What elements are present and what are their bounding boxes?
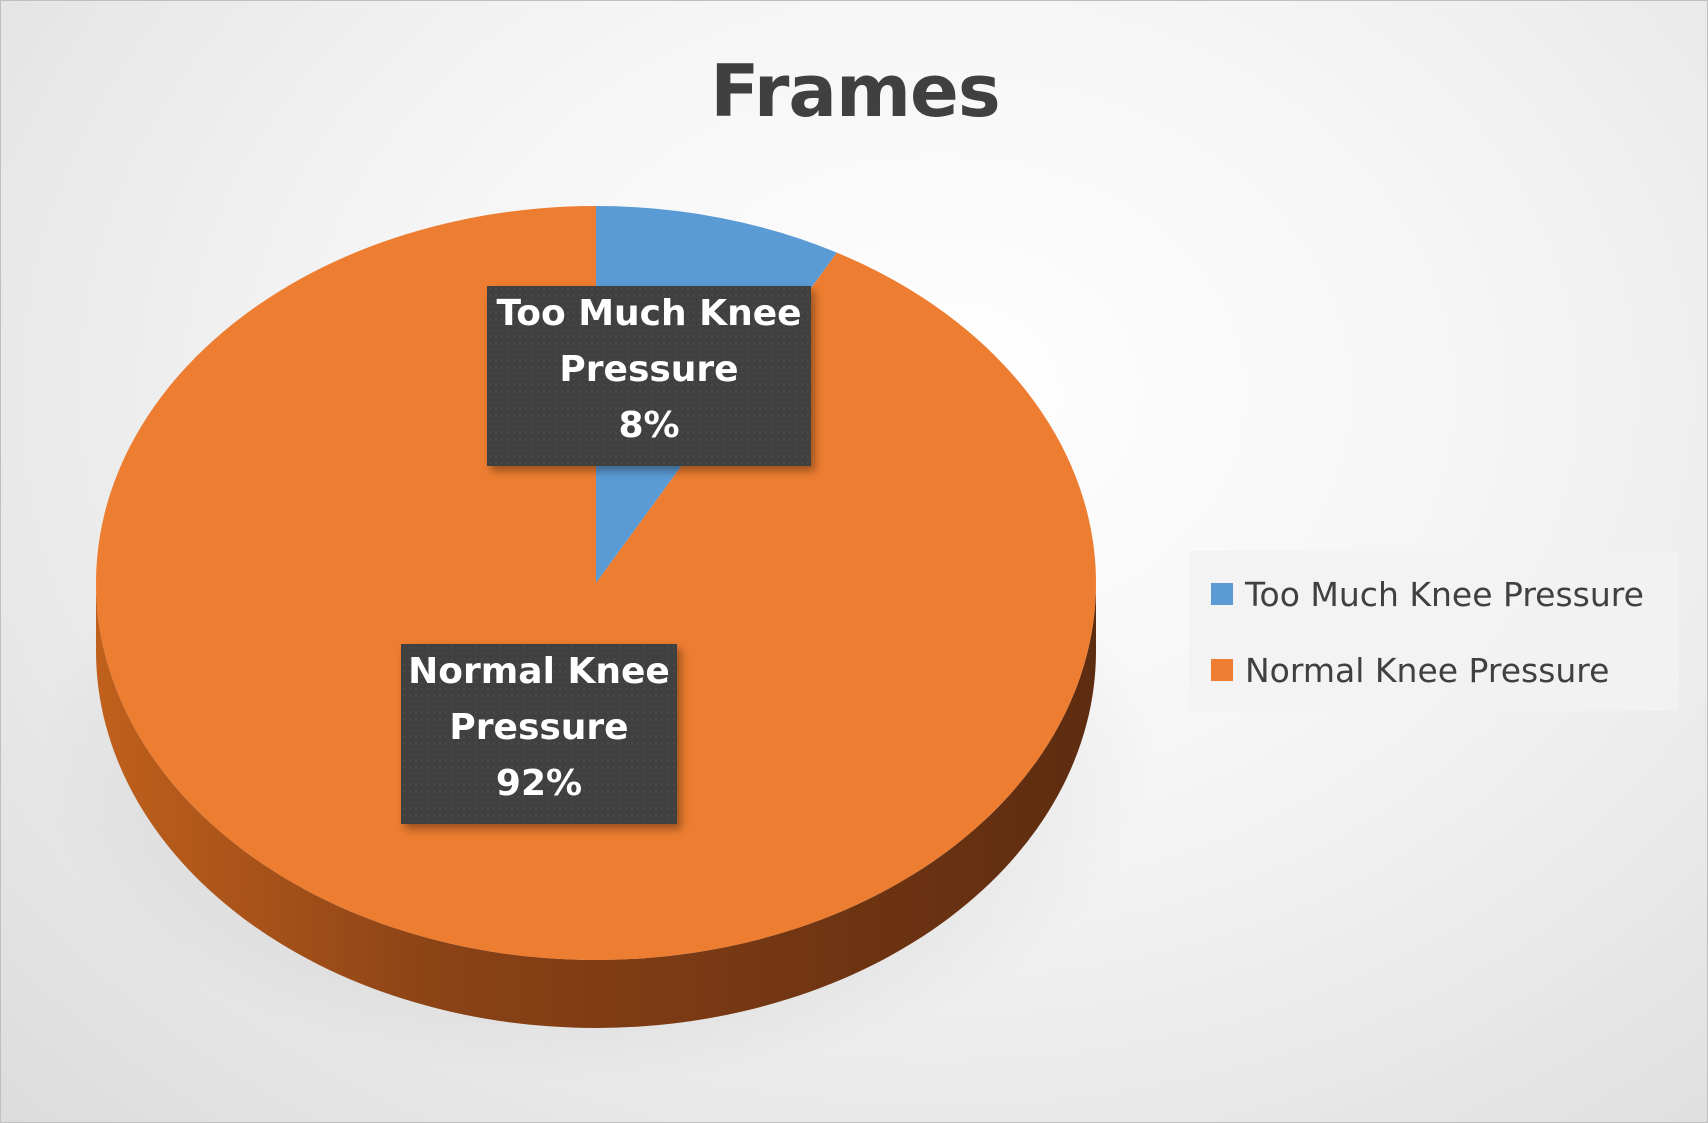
legend-item-normal[interactable]: Normal Knee Pressure <box>1211 650 1609 690</box>
legend-label-too-much: Too Much Knee Pressure <box>1245 574 1644 614</box>
data-label-too-much-line1: Too Much Knee <box>496 293 802 334</box>
data-label-normal-line2: Pressure <box>449 707 629 748</box>
legend: Too Much Knee Pressure Normal Knee Press… <box>1189 551 1679 711</box>
data-label-too-much: Too Much Knee Pressure 8% <box>487 286 811 466</box>
legend-swatch-too-much <box>1211 583 1233 605</box>
data-label-too-much-line2: Pressure <box>559 349 739 390</box>
data-label-normal: Normal Knee Pressure 92% <box>401 644 677 824</box>
data-label-too-much-value: 8% <box>618 405 680 446</box>
legend-label-normal: Normal Knee Pressure <box>1245 650 1610 690</box>
pie-side <box>96 583 1096 1028</box>
legend-swatch-normal <box>1211 659 1233 681</box>
pie-side-wall <box>96 583 1096 1028</box>
chart-title: Frames <box>710 49 1000 133</box>
data-label-normal-value: 92% <box>495 763 583 804</box>
data-label-normal-line1: Normal Knee <box>408 651 670 692</box>
pie-slice-normal-knee-pressure[interactable] <box>96 206 1096 960</box>
legend-item-too-much[interactable]: Too Much Knee Pressure <box>1211 574 1644 614</box>
